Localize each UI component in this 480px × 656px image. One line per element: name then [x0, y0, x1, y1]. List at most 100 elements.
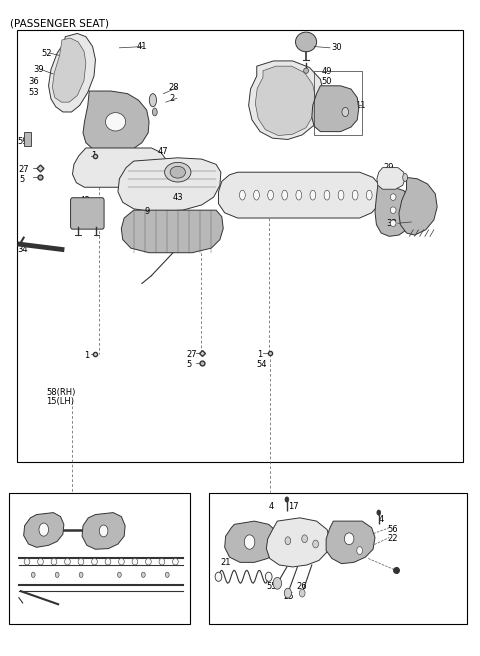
Polygon shape [312, 86, 359, 132]
Text: 30: 30 [331, 43, 342, 52]
Polygon shape [399, 177, 437, 235]
Ellipse shape [253, 190, 259, 200]
Ellipse shape [105, 558, 111, 565]
Ellipse shape [352, 190, 358, 200]
Ellipse shape [285, 537, 291, 544]
Text: 4: 4 [393, 567, 398, 576]
Ellipse shape [342, 108, 348, 117]
Text: 4: 4 [379, 515, 384, 523]
Bar [17, 30, 463, 462]
Ellipse shape [296, 32, 317, 52]
Polygon shape [266, 518, 330, 567]
Text: 11: 11 [355, 101, 365, 110]
Polygon shape [121, 210, 223, 253]
Polygon shape [48, 33, 96, 112]
Ellipse shape [165, 163, 191, 182]
Bar [9, 493, 190, 624]
Text: 36: 36 [28, 77, 39, 86]
Text: 2: 2 [391, 174, 396, 182]
Ellipse shape [31, 572, 35, 577]
Ellipse shape [282, 190, 288, 200]
Ellipse shape [344, 533, 354, 544]
Text: 34: 34 [17, 245, 28, 254]
Ellipse shape [92, 558, 97, 565]
Text: 1: 1 [91, 151, 96, 159]
Ellipse shape [366, 190, 372, 200]
Ellipse shape [390, 207, 396, 213]
Text: 29: 29 [384, 163, 394, 172]
Polygon shape [83, 91, 149, 153]
Ellipse shape [159, 558, 165, 565]
Text: 49: 49 [322, 67, 332, 76]
Text: 45: 45 [317, 114, 327, 123]
Ellipse shape [119, 558, 124, 565]
Ellipse shape [79, 572, 83, 577]
Text: 28: 28 [168, 83, 179, 92]
Polygon shape [24, 512, 64, 547]
Text: 33: 33 [386, 218, 397, 228]
Text: 4: 4 [269, 502, 274, 510]
Ellipse shape [132, 558, 138, 565]
Ellipse shape [313, 540, 319, 548]
Polygon shape [249, 61, 324, 140]
FancyBboxPatch shape [71, 197, 104, 229]
Text: 56: 56 [387, 525, 398, 534]
Ellipse shape [78, 558, 84, 565]
Text: 50: 50 [322, 77, 332, 86]
Polygon shape [326, 521, 375, 564]
Text: 17: 17 [288, 502, 299, 510]
Polygon shape [82, 512, 125, 549]
Polygon shape [118, 158, 221, 211]
Text: 39: 39 [33, 65, 44, 74]
Text: 48: 48 [80, 196, 90, 205]
Ellipse shape [172, 558, 178, 565]
Bar [314, 71, 362, 135]
Ellipse shape [37, 558, 43, 565]
Ellipse shape [285, 497, 289, 502]
Text: 5: 5 [186, 360, 192, 369]
Ellipse shape [273, 577, 282, 589]
Ellipse shape [265, 572, 272, 581]
Ellipse shape [153, 108, 157, 116]
Ellipse shape [390, 220, 396, 226]
Ellipse shape [310, 190, 316, 200]
Text: 25: 25 [283, 592, 294, 601]
Polygon shape [377, 168, 405, 189]
Ellipse shape [268, 190, 274, 200]
Polygon shape [225, 521, 279, 562]
Text: 5: 5 [19, 175, 24, 184]
Ellipse shape [377, 510, 381, 515]
Ellipse shape [142, 572, 145, 577]
Polygon shape [72, 148, 168, 187]
Text: 59: 59 [17, 137, 28, 146]
Text: 41: 41 [137, 42, 147, 51]
Ellipse shape [240, 190, 245, 200]
Ellipse shape [106, 113, 126, 131]
Ellipse shape [215, 572, 222, 581]
Text: 22: 22 [387, 534, 398, 543]
Text: 27: 27 [19, 165, 29, 174]
Text: 1: 1 [257, 350, 262, 359]
Text: 47: 47 [157, 147, 168, 155]
Text: 15(LH): 15(LH) [46, 397, 74, 406]
Ellipse shape [304, 68, 309, 73]
Text: 2: 2 [169, 94, 174, 103]
Bar [209, 493, 468, 624]
Ellipse shape [99, 525, 108, 537]
Ellipse shape [39, 523, 48, 536]
Ellipse shape [145, 558, 151, 565]
Ellipse shape [165, 572, 169, 577]
Text: 58(RH): 58(RH) [46, 388, 75, 397]
Ellipse shape [55, 572, 59, 577]
Ellipse shape [403, 173, 408, 181]
Text: 55: 55 [266, 582, 277, 591]
Ellipse shape [65, 558, 71, 565]
Ellipse shape [284, 588, 291, 598]
Ellipse shape [338, 190, 344, 200]
Ellipse shape [118, 572, 121, 577]
Text: 20: 20 [35, 517, 46, 525]
Text: 57: 57 [257, 531, 267, 541]
Text: 53: 53 [28, 88, 39, 97]
Text: 54: 54 [257, 360, 267, 369]
Ellipse shape [357, 546, 362, 554]
